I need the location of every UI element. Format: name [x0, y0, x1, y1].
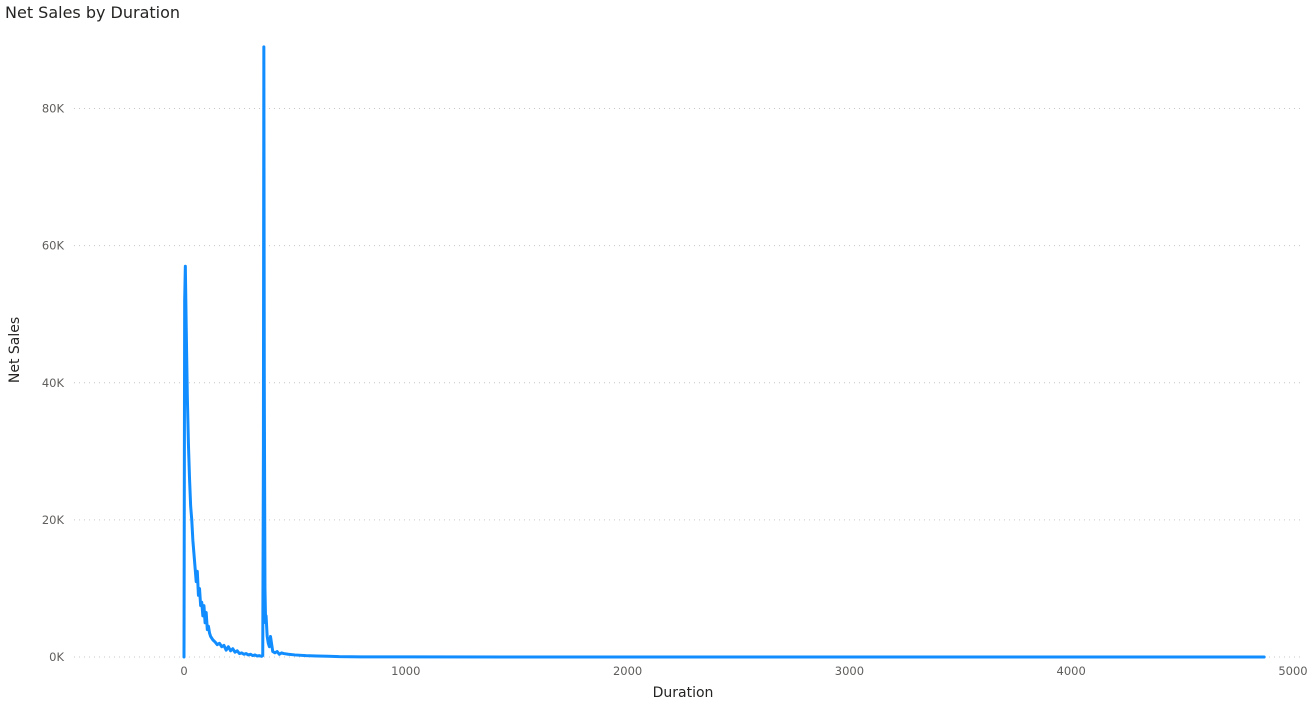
- y-axis-title: Net Sales: [7, 317, 23, 383]
- x-tick-label: 4000: [1057, 664, 1086, 678]
- x-tick-label: 1000: [391, 664, 420, 678]
- chart-title: Net Sales by Duration: [5, 3, 181, 22]
- series-line-net-sales[interactable]: [182, 45, 1266, 659]
- y-tick-label: 80K: [42, 102, 65, 116]
- x-axis-ticks: 0 1000 2000 3000 4000 5000: [180, 664, 1307, 678]
- y-tick-label: 40K: [42, 376, 65, 390]
- x-tick-label: 2000: [613, 664, 642, 678]
- x-axis-title: Duration: [653, 685, 714, 701]
- y-tick-label: 0K: [49, 650, 64, 664]
- gridlines: [74, 108, 1301, 658]
- y-axis-ticks: 0K 20K 40K 60K 80K: [42, 102, 65, 664]
- x-tick-label: 0: [180, 664, 187, 678]
- y-tick-label: 20K: [42, 513, 65, 527]
- x-tick-label: 5000: [1278, 664, 1307, 678]
- x-tick-label: 3000: [835, 664, 864, 678]
- y-tick-label: 60K: [42, 239, 65, 253]
